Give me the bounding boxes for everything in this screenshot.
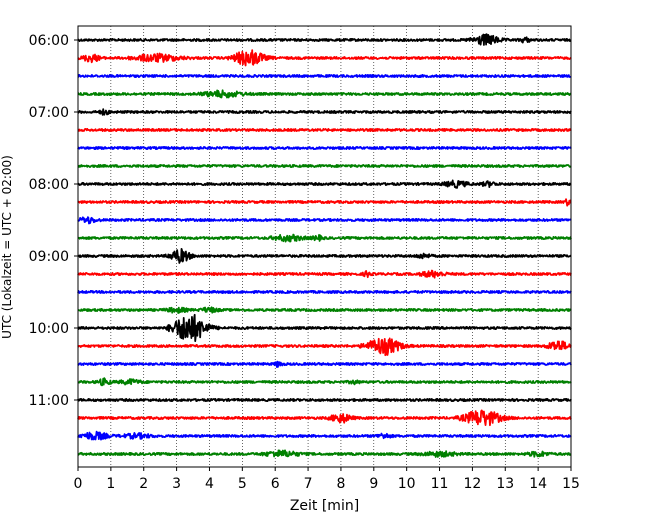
x-tick-label: 1 [106, 476, 115, 492]
plot-frame [77, 25, 572, 468]
trace-0900 [77, 247, 572, 264]
y-tick-label: 08:00 [29, 177, 69, 193]
trace-1145 [77, 449, 572, 458]
x-tick-label: 10 [398, 476, 416, 492]
trace-1115 [77, 409, 572, 427]
y-tick-label: 11:00 [29, 393, 69, 409]
trace-1130 [77, 430, 572, 441]
trace-0645 [77, 89, 572, 99]
x-tick-label: 14 [529, 476, 547, 492]
trace-0730 [77, 145, 572, 151]
y-tick-label: 07:00 [29, 105, 69, 121]
x-tick-label: 8 [336, 476, 345, 492]
x-tick-label: 7 [304, 476, 313, 492]
trace-0715 [77, 127, 572, 133]
trace-1045 [77, 377, 572, 387]
trace-0630 [77, 73, 572, 79]
y-axis-title: UTC (Lokalzeit = UTC + 02:00) [0, 155, 14, 339]
x-tick-label: 6 [271, 476, 280, 492]
trace-0615 [77, 49, 572, 67]
trace-0930 [77, 289, 572, 295]
trace-0600 [77, 33, 572, 46]
y-axis: 06:00 07:00 08:00 09:00 10:00 11:00 [29, 33, 78, 409]
x-tick-label: 15 [562, 476, 580, 492]
x-tick-label: 12 [463, 476, 481, 492]
x-axis-title: Zeit [min] [290, 498, 359, 514]
trace-0815 [77, 198, 572, 207]
trace-1000 [77, 313, 572, 343]
trace-0945 [77, 306, 572, 314]
trace-0830 [77, 216, 572, 225]
trace-0745 [77, 163, 572, 169]
trace-series [77, 33, 572, 458]
x-tick-label: 5 [238, 476, 247, 492]
trace-0915 [77, 269, 572, 279]
y-tick-label: 06:00 [29, 33, 69, 49]
x-tick-label: 13 [496, 476, 514, 492]
x-tick-label: 11 [431, 476, 449, 492]
trace-0800 [77, 179, 572, 189]
y-tick-label: 10:00 [29, 321, 69, 337]
x-tick-label: 0 [74, 476, 83, 492]
x-tick-label: 4 [205, 476, 214, 492]
trace-1030 [77, 360, 572, 368]
x-axis: 0 1 2 3 4 5 6 7 8 9 10 11 12 13 14 15 [74, 467, 580, 492]
trace-1100 [77, 397, 572, 403]
trace-0700 [77, 108, 572, 116]
x-tick-label: 2 [139, 476, 148, 492]
trace-1015 [77, 337, 572, 357]
x-tick-label: 3 [172, 476, 181, 492]
y-tick-label: 09:00 [29, 249, 69, 265]
trace-0845 [77, 233, 572, 243]
x-tick-label: 9 [369, 476, 378, 492]
